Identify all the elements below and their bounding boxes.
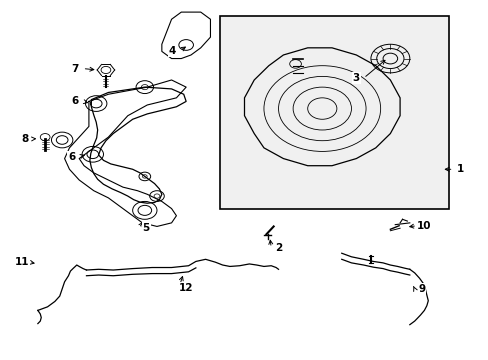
Text: 6: 6 bbox=[72, 96, 79, 107]
Text: 5: 5 bbox=[142, 223, 150, 233]
Text: 6: 6 bbox=[68, 152, 75, 162]
Bar bbox=[220, 16, 448, 208]
Text: 1: 1 bbox=[456, 164, 464, 174]
Text: 2: 2 bbox=[274, 243, 282, 253]
Text: 4: 4 bbox=[168, 46, 176, 56]
Text: 11: 11 bbox=[15, 257, 29, 267]
Text: 3: 3 bbox=[352, 73, 359, 83]
Text: 12: 12 bbox=[179, 283, 193, 293]
Text: 8: 8 bbox=[21, 134, 28, 144]
Text: 10: 10 bbox=[416, 221, 431, 231]
Text: 9: 9 bbox=[418, 284, 425, 294]
Text: 7: 7 bbox=[71, 64, 79, 73]
